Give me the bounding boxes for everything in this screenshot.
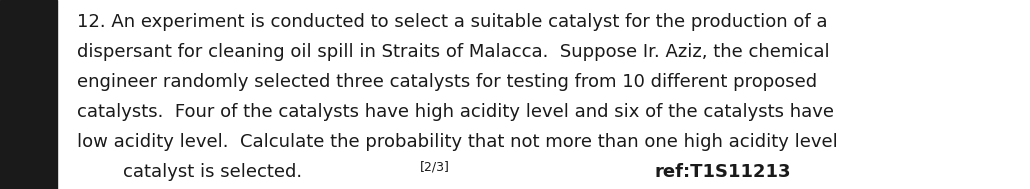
Text: [2/3]: [2/3] [419,161,449,174]
Text: engineer randomly selected three catalysts for testing from 10 different propose: engineer randomly selected three catalys… [77,73,818,91]
Text: ref:T1S11213: ref:T1S11213 [654,163,791,180]
Text: catalyst is selected.: catalyst is selected. [77,163,308,180]
Text: 12. An experiment is conducted to select a suitable catalyst for the production : 12. An experiment is conducted to select… [77,13,828,31]
Text: catalysts.  Four of the catalysts have high acidity level and six of the catalys: catalysts. Four of the catalysts have hi… [77,103,834,121]
Bar [0,0,57,189]
Text: low acidity level.  Calculate the probability that not more than one high acidit: low acidity level. Calculate the probabi… [77,133,838,151]
Text: dispersant for cleaning oil spill in Straits of Malacca.  Suppose Ir. Aziz, the : dispersant for cleaning oil spill in Str… [77,43,830,61]
